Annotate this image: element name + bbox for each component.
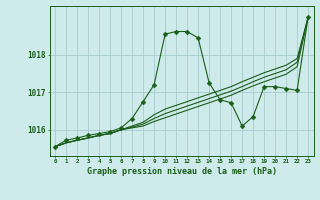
X-axis label: Graphe pression niveau de la mer (hPa): Graphe pression niveau de la mer (hPa) xyxy=(87,167,276,176)
